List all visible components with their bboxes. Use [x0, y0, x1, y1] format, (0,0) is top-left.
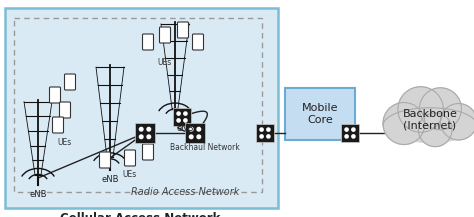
Circle shape [267, 135, 270, 138]
Circle shape [139, 127, 143, 131]
Circle shape [267, 128, 270, 131]
Circle shape [197, 135, 201, 139]
Text: eNB: eNB [101, 175, 119, 184]
Bar [285, 88, 355, 140]
FancyBboxPatch shape [143, 144, 154, 160]
Text: Backbone
(Internet): Backbone (Internet) [402, 109, 457, 131]
Bar [256, 124, 274, 142]
Circle shape [352, 128, 355, 131]
Ellipse shape [388, 118, 472, 143]
Circle shape [147, 127, 151, 131]
Circle shape [345, 135, 348, 138]
Circle shape [184, 119, 187, 122]
Text: eNB: eNB [29, 190, 47, 199]
Circle shape [190, 135, 193, 139]
Circle shape [184, 112, 187, 115]
Circle shape [352, 135, 355, 138]
FancyBboxPatch shape [49, 87, 61, 103]
Circle shape [419, 88, 461, 130]
Circle shape [260, 135, 263, 138]
Circle shape [190, 127, 193, 131]
Circle shape [197, 127, 201, 131]
Circle shape [419, 113, 452, 147]
Ellipse shape [383, 108, 474, 143]
FancyBboxPatch shape [192, 34, 203, 50]
Bar [173, 108, 191, 126]
Text: UEs: UEs [158, 58, 172, 67]
Circle shape [177, 119, 180, 122]
Bar [5, 8, 278, 208]
FancyBboxPatch shape [159, 27, 171, 43]
Circle shape [345, 128, 348, 131]
Circle shape [398, 87, 443, 132]
Text: Mobile
Core: Mobile Core [302, 103, 338, 125]
Circle shape [147, 135, 151, 139]
FancyBboxPatch shape [60, 102, 71, 118]
FancyBboxPatch shape [64, 74, 75, 90]
FancyBboxPatch shape [53, 117, 64, 133]
Bar [185, 123, 205, 143]
Circle shape [177, 112, 180, 115]
FancyBboxPatch shape [125, 150, 136, 166]
FancyBboxPatch shape [100, 152, 110, 168]
FancyBboxPatch shape [143, 34, 154, 50]
Circle shape [260, 128, 263, 131]
FancyBboxPatch shape [177, 22, 189, 38]
Circle shape [440, 104, 474, 140]
Bar [14, 18, 262, 192]
Text: UEs: UEs [58, 138, 72, 147]
Text: Radio Access Network: Radio Access Network [131, 187, 239, 197]
Circle shape [383, 102, 425, 145]
Bar [341, 124, 359, 142]
Text: UEs: UEs [123, 170, 137, 179]
Circle shape [139, 135, 143, 139]
Text: eNB: eNB [176, 124, 194, 133]
Text: Backhaul Network: Backhaul Network [170, 143, 240, 152]
Bar [135, 123, 155, 143]
Text: Cellular Access Network: Cellular Access Network [60, 212, 220, 217]
